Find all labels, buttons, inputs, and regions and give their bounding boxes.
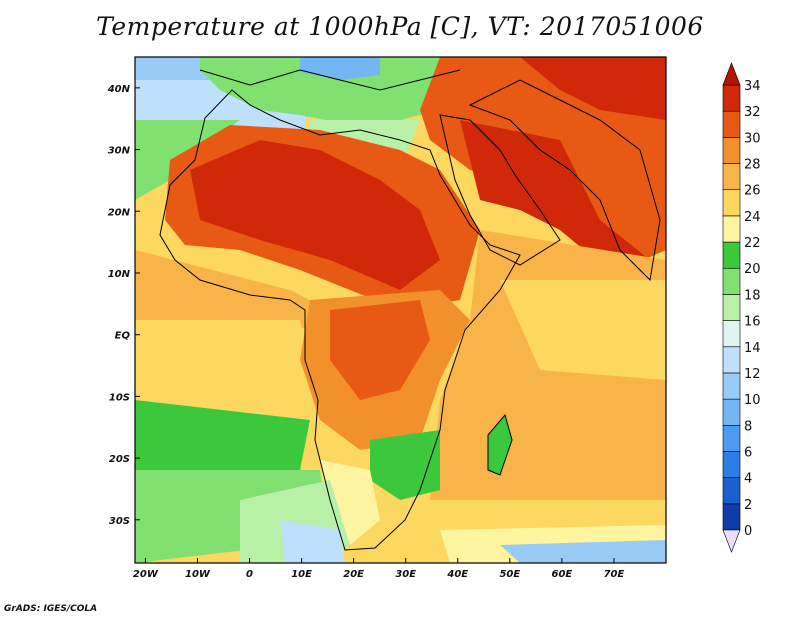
lat-tick-label: 10S xyxy=(109,392,130,403)
lon-tick-label: 40E xyxy=(446,569,468,580)
colorbar-over-triangle xyxy=(722,62,741,86)
latitude-axis: 40N 30N 20N 10N EQ 10S 20S 30S xyxy=(107,84,140,527)
lat-tick-label: EQ xyxy=(115,331,131,342)
colorbar-segment xyxy=(722,372,741,400)
colorbar-label: 32 xyxy=(744,105,761,120)
colorbar-segment xyxy=(722,84,741,112)
colorbar-segment xyxy=(722,294,741,321)
colorbar-label: 2 xyxy=(744,498,752,513)
colorbar-label: 24 xyxy=(744,210,761,225)
lon-tick-label: 20E xyxy=(343,569,364,580)
colorbar-label: 10 xyxy=(744,393,761,408)
lon-tick-label: 50E xyxy=(499,569,520,580)
lon-tick-label: 10E xyxy=(291,569,312,580)
lat-tick-label: 40N xyxy=(107,84,131,95)
lon-tick-label: 0 xyxy=(246,569,253,580)
colorbar-segment xyxy=(722,320,741,348)
grads-credit: GrADS: IGES/COLA xyxy=(4,604,98,614)
colorbar-segment xyxy=(722,241,741,269)
colorbar-segment xyxy=(722,189,741,217)
colorbar-segment xyxy=(722,398,741,426)
colorbar-segment xyxy=(722,163,741,191)
colorbar-label: 12 xyxy=(744,367,761,382)
colorbar-label: 6 xyxy=(744,445,752,460)
lon-tick-label: 70E xyxy=(604,569,625,580)
colorbar-label: 18 xyxy=(744,288,761,303)
colorbar-label: 20 xyxy=(744,262,761,277)
map-title: Temperature at 1000hPa [C], VT: 20170510… xyxy=(96,12,704,41)
colorbar-label: 0 xyxy=(744,524,752,539)
colorbar-segment xyxy=(722,424,741,452)
lat-tick-label: 20S xyxy=(109,454,130,465)
longitude-axis: 20W 10W 0 10E 20E 30E 40E 50E 60E 70E xyxy=(133,558,625,580)
colorbar-segment xyxy=(722,110,741,138)
colorbar-segment xyxy=(722,477,741,505)
colorbar-label: 4 xyxy=(744,472,752,487)
colorbar-label: 22 xyxy=(744,236,761,251)
lat-tick-label: 30S xyxy=(109,516,130,527)
colorbar-label: 14 xyxy=(744,341,761,356)
colorbar-segment xyxy=(722,137,741,164)
colorbar-segment xyxy=(722,451,741,478)
colorbar-label: 28 xyxy=(744,158,761,173)
colorbar-label: 34 xyxy=(744,79,761,94)
colorbar-label: 26 xyxy=(744,184,761,199)
colorbar-segment xyxy=(722,267,741,295)
lon-tick-label: 30E xyxy=(395,569,416,580)
colorbar-segment xyxy=(722,503,741,531)
colorbar-label: 16 xyxy=(744,315,761,330)
colorbar-segment xyxy=(722,215,741,243)
lon-tick-label: 60E xyxy=(552,569,573,580)
colorbar-segment xyxy=(722,346,741,374)
lat-tick-label: 20N xyxy=(108,207,131,218)
lat-tick-label: 30N xyxy=(108,146,131,157)
coastlines xyxy=(159,69,661,551)
colorbar-label: 30 xyxy=(744,131,761,146)
colorbar-under-triangle xyxy=(722,529,741,553)
temperature-field xyxy=(135,57,666,563)
lon-tick-label: 10W xyxy=(185,569,211,580)
colorbar-label: 8 xyxy=(744,419,752,434)
map-frame xyxy=(134,56,667,564)
lat-tick-label: 10N xyxy=(108,269,131,280)
lon-tick-label: 20W xyxy=(133,569,159,580)
